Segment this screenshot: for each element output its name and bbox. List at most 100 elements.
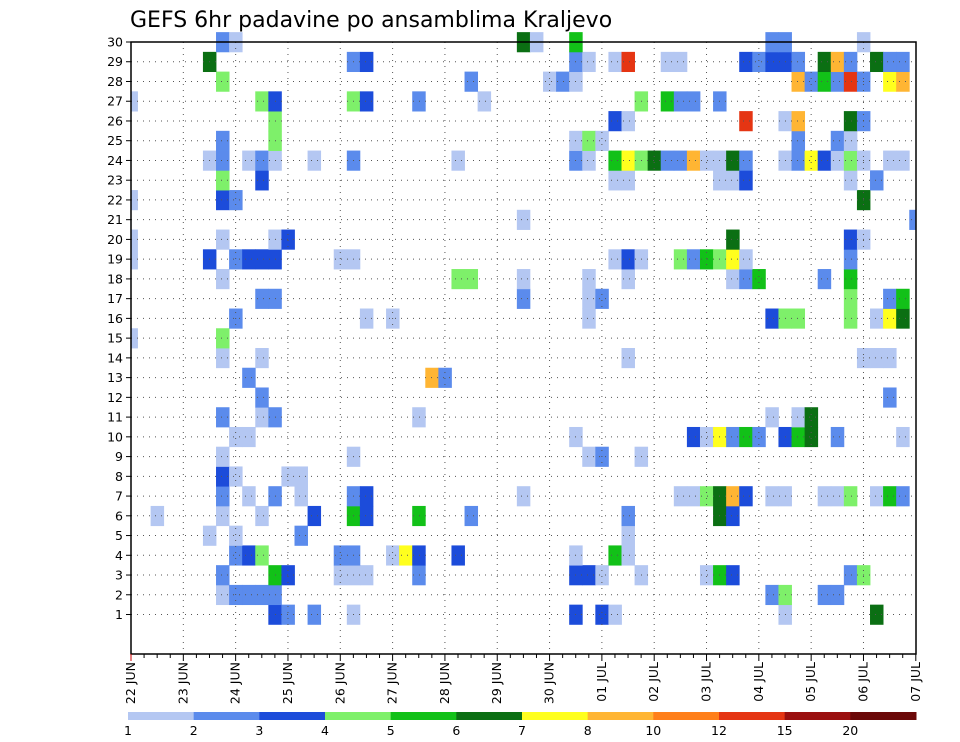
legend-label: 2	[190, 723, 198, 738]
heatmap-cell	[686, 249, 701, 270]
heatmap-cell	[216, 130, 230, 151]
heatmap-cell	[699, 565, 714, 586]
x-tick-label: 01 JUL	[594, 662, 609, 702]
heatmap-cell	[255, 584, 269, 606]
heatmap-cell	[242, 426, 256, 448]
heatmap-cell	[216, 150, 230, 171]
heatmap-cell	[307, 604, 322, 625]
heatmap-cell	[739, 269, 753, 290]
heatmap-cell	[582, 150, 596, 171]
heatmap-cell	[765, 486, 779, 507]
heatmap-cell	[294, 525, 308, 546]
heatmap-cell	[359, 486, 374, 507]
heatmap-cell	[817, 71, 832, 92]
heatmap-cell	[451, 269, 465, 290]
heatmap-cell	[726, 150, 740, 171]
heatmap-cell	[673, 150, 688, 171]
heatmap-cell	[765, 51, 779, 73]
heatmap-cell	[726, 249, 740, 270]
x-tick-label: 25 JUN	[280, 662, 295, 704]
heatmap-cell	[333, 545, 348, 566]
heatmap-cell	[516, 486, 531, 507]
x-tick-label: 24 JUN	[228, 662, 243, 704]
heatmap-cell	[817, 51, 832, 73]
heatmap-cell	[699, 150, 714, 171]
heatmap-cell	[216, 565, 230, 586]
heatmap-cell	[830, 71, 845, 92]
heatmap-cell	[621, 111, 635, 132]
legend-label: 4	[321, 723, 329, 738]
heatmap-cell	[686, 486, 701, 507]
heatmap-cell	[726, 505, 740, 527]
heatmap-cell	[830, 51, 845, 73]
heatmap-cell	[870, 170, 884, 191]
heatmap-cell	[726, 269, 740, 290]
heatmap-cell	[843, 229, 858, 250]
heatmap-cell	[281, 604, 295, 625]
heatmap-cell	[242, 367, 256, 388]
heatmap-cell	[359, 51, 374, 73]
heatmap-cell	[870, 51, 884, 73]
heatmap-cell	[216, 407, 230, 428]
heatmap-cell	[255, 505, 269, 527]
heatmap-cell	[660, 91, 675, 112]
y-tick-label: 18	[107, 271, 123, 286]
legend-swatch	[456, 712, 523, 720]
y-tick-label: 2	[115, 587, 123, 602]
heatmap-cell	[673, 249, 688, 270]
heatmap-cell	[870, 308, 884, 329]
heatmap-cell	[804, 407, 819, 428]
heatmap-cell	[425, 367, 439, 388]
heatmap-cell	[229, 545, 243, 566]
heatmap-cell	[216, 229, 230, 250]
heatmap-cell	[621, 150, 635, 171]
heatmap-cell	[791, 150, 806, 171]
heatmap-cell	[229, 249, 243, 270]
y-tick-label: 27	[107, 94, 123, 109]
heatmap-cell	[699, 426, 714, 448]
heatmap-cell	[739, 426, 753, 448]
heatmap-cell	[843, 150, 858, 171]
heatmap-cell	[739, 170, 753, 191]
heatmap-cell	[830, 584, 845, 606]
legend-swatch	[259, 712, 326, 720]
heatmap-cell	[242, 249, 256, 270]
heatmap-cell	[608, 249, 622, 270]
heatmap-cell	[131, 249, 138, 270]
heatmap-cell	[229, 466, 243, 487]
heatmap-cell	[608, 51, 622, 73]
heatmap-cell	[791, 308, 806, 329]
heatmap-cell	[739, 249, 753, 270]
y-tick-label: 14	[107, 350, 123, 365]
heatmap-cell	[896, 71, 910, 92]
heatmap-cell	[216, 348, 230, 369]
y-tick-label: 8	[115, 469, 123, 484]
heatmap-cell	[804, 150, 819, 171]
heatmap-cell	[386, 545, 400, 566]
heatmap-cell	[791, 71, 806, 92]
heatmap-cell	[399, 545, 413, 566]
heatmap-cell	[242, 486, 256, 507]
x-tick-label: 22 JUN	[123, 662, 138, 704]
heatmap-cell	[595, 565, 609, 586]
heatmap-cell	[726, 486, 740, 507]
legend-swatch	[522, 712, 589, 720]
heatmap-cell	[582, 51, 596, 73]
legend-swatch	[193, 712, 260, 720]
y-tick-label: 5	[115, 528, 123, 543]
heatmap-cell	[216, 190, 230, 211]
heatmap-cell	[582, 130, 596, 151]
legend-label: 15	[777, 723, 793, 738]
y-tick-label: 25	[107, 133, 123, 148]
heatmap-cell	[281, 466, 295, 487]
x-tick-label: 03 JUL	[699, 662, 714, 702]
heatmap-cell	[516, 209, 531, 230]
heatmap-cell	[608, 150, 622, 171]
heatmap-cell	[543, 71, 557, 92]
heatmap-cell	[242, 150, 256, 171]
y-tick-label: 24	[107, 153, 123, 168]
heatmap-cell	[516, 269, 531, 290]
heatmap-cell	[843, 130, 858, 151]
heatmap-cell	[739, 150, 753, 171]
heatmap-cell	[660, 150, 675, 171]
